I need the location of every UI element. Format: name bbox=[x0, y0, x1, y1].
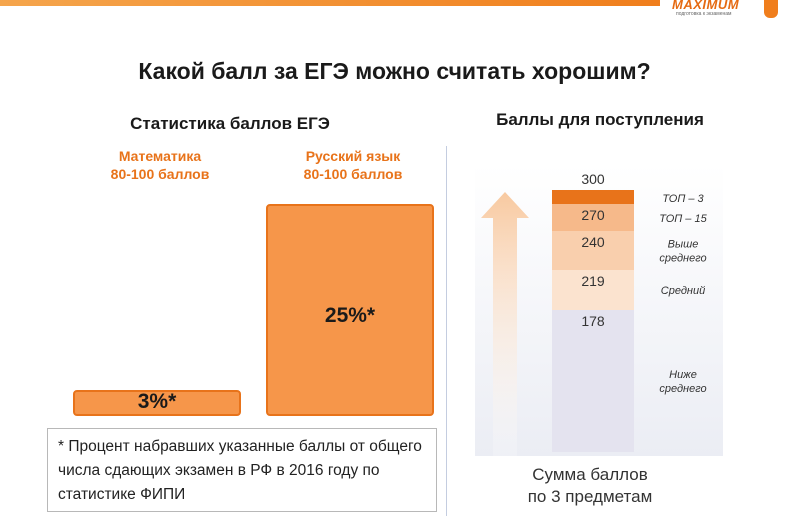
scale-band-label: ТОП – 15 bbox=[659, 213, 707, 225]
top-accent-bar bbox=[0, 0, 660, 6]
bar-math bbox=[73, 390, 241, 416]
scale-max-label: 300 bbox=[581, 171, 605, 187]
category-range: 80-100 баллов bbox=[110, 166, 210, 182]
left-chart-title: Статистика баллов ЕГЭ bbox=[130, 114, 330, 133]
panel-divider bbox=[446, 146, 447, 516]
axis-label-line: Сумма баллов bbox=[532, 465, 648, 484]
scale-threshold-label: 240 bbox=[581, 234, 605, 250]
scale-band-label: Ниже bbox=[669, 369, 697, 381]
scale-segment bbox=[552, 204, 634, 231]
logo: MAXIMUM подготовка к экзаменам bbox=[672, 0, 782, 20]
scale-segment bbox=[552, 190, 634, 204]
scale-threshold-label: 219 bbox=[581, 273, 605, 289]
scale-threshold-label: 178 bbox=[581, 313, 605, 329]
scale-band-label: среднего bbox=[659, 383, 706, 395]
scale-axis-label: Сумма баллов по 3 предметам bbox=[500, 464, 680, 508]
scale-band-label: Выше bbox=[668, 239, 699, 251]
scale-threshold-label: 270 bbox=[581, 207, 605, 223]
category-name: Математика bbox=[118, 148, 202, 164]
bar-value-label-russian: 25%* bbox=[324, 304, 376, 327]
logo-tagline: подготовка к экзаменам bbox=[676, 11, 732, 17]
scale-band-label: среднего bbox=[659, 253, 706, 265]
category-label-russian: Русский язык 80-100 баллов bbox=[278, 147, 428, 183]
bar-value-label-math: 3%* bbox=[137, 390, 177, 413]
scale-band-label: ТОП – 3 bbox=[662, 193, 704, 205]
scale-segment bbox=[552, 270, 634, 310]
scale-segment bbox=[552, 310, 634, 452]
up-arrow-icon bbox=[481, 192, 529, 456]
axis-label-line: по 3 предметам bbox=[527, 487, 653, 506]
right-chart-title: Баллы для поступления bbox=[496, 110, 704, 129]
scale-band-label: Средний bbox=[661, 285, 705, 297]
footnote: * Процент набравших указанные баллы от о… bbox=[47, 428, 437, 512]
page-title: Какой балл за ЕГЭ можно считать хорошим? bbox=[138, 58, 651, 84]
category-range: 80-100 баллов bbox=[303, 166, 403, 182]
bar-russian bbox=[266, 204, 434, 416]
logo-name: MAXIMUM bbox=[672, 0, 740, 12]
category-name: Русский язык bbox=[305, 148, 401, 164]
scale-segment bbox=[552, 231, 634, 270]
category-label-math: Математика 80-100 баллов bbox=[85, 147, 235, 183]
logo-mark-icon bbox=[764, 0, 778, 18]
